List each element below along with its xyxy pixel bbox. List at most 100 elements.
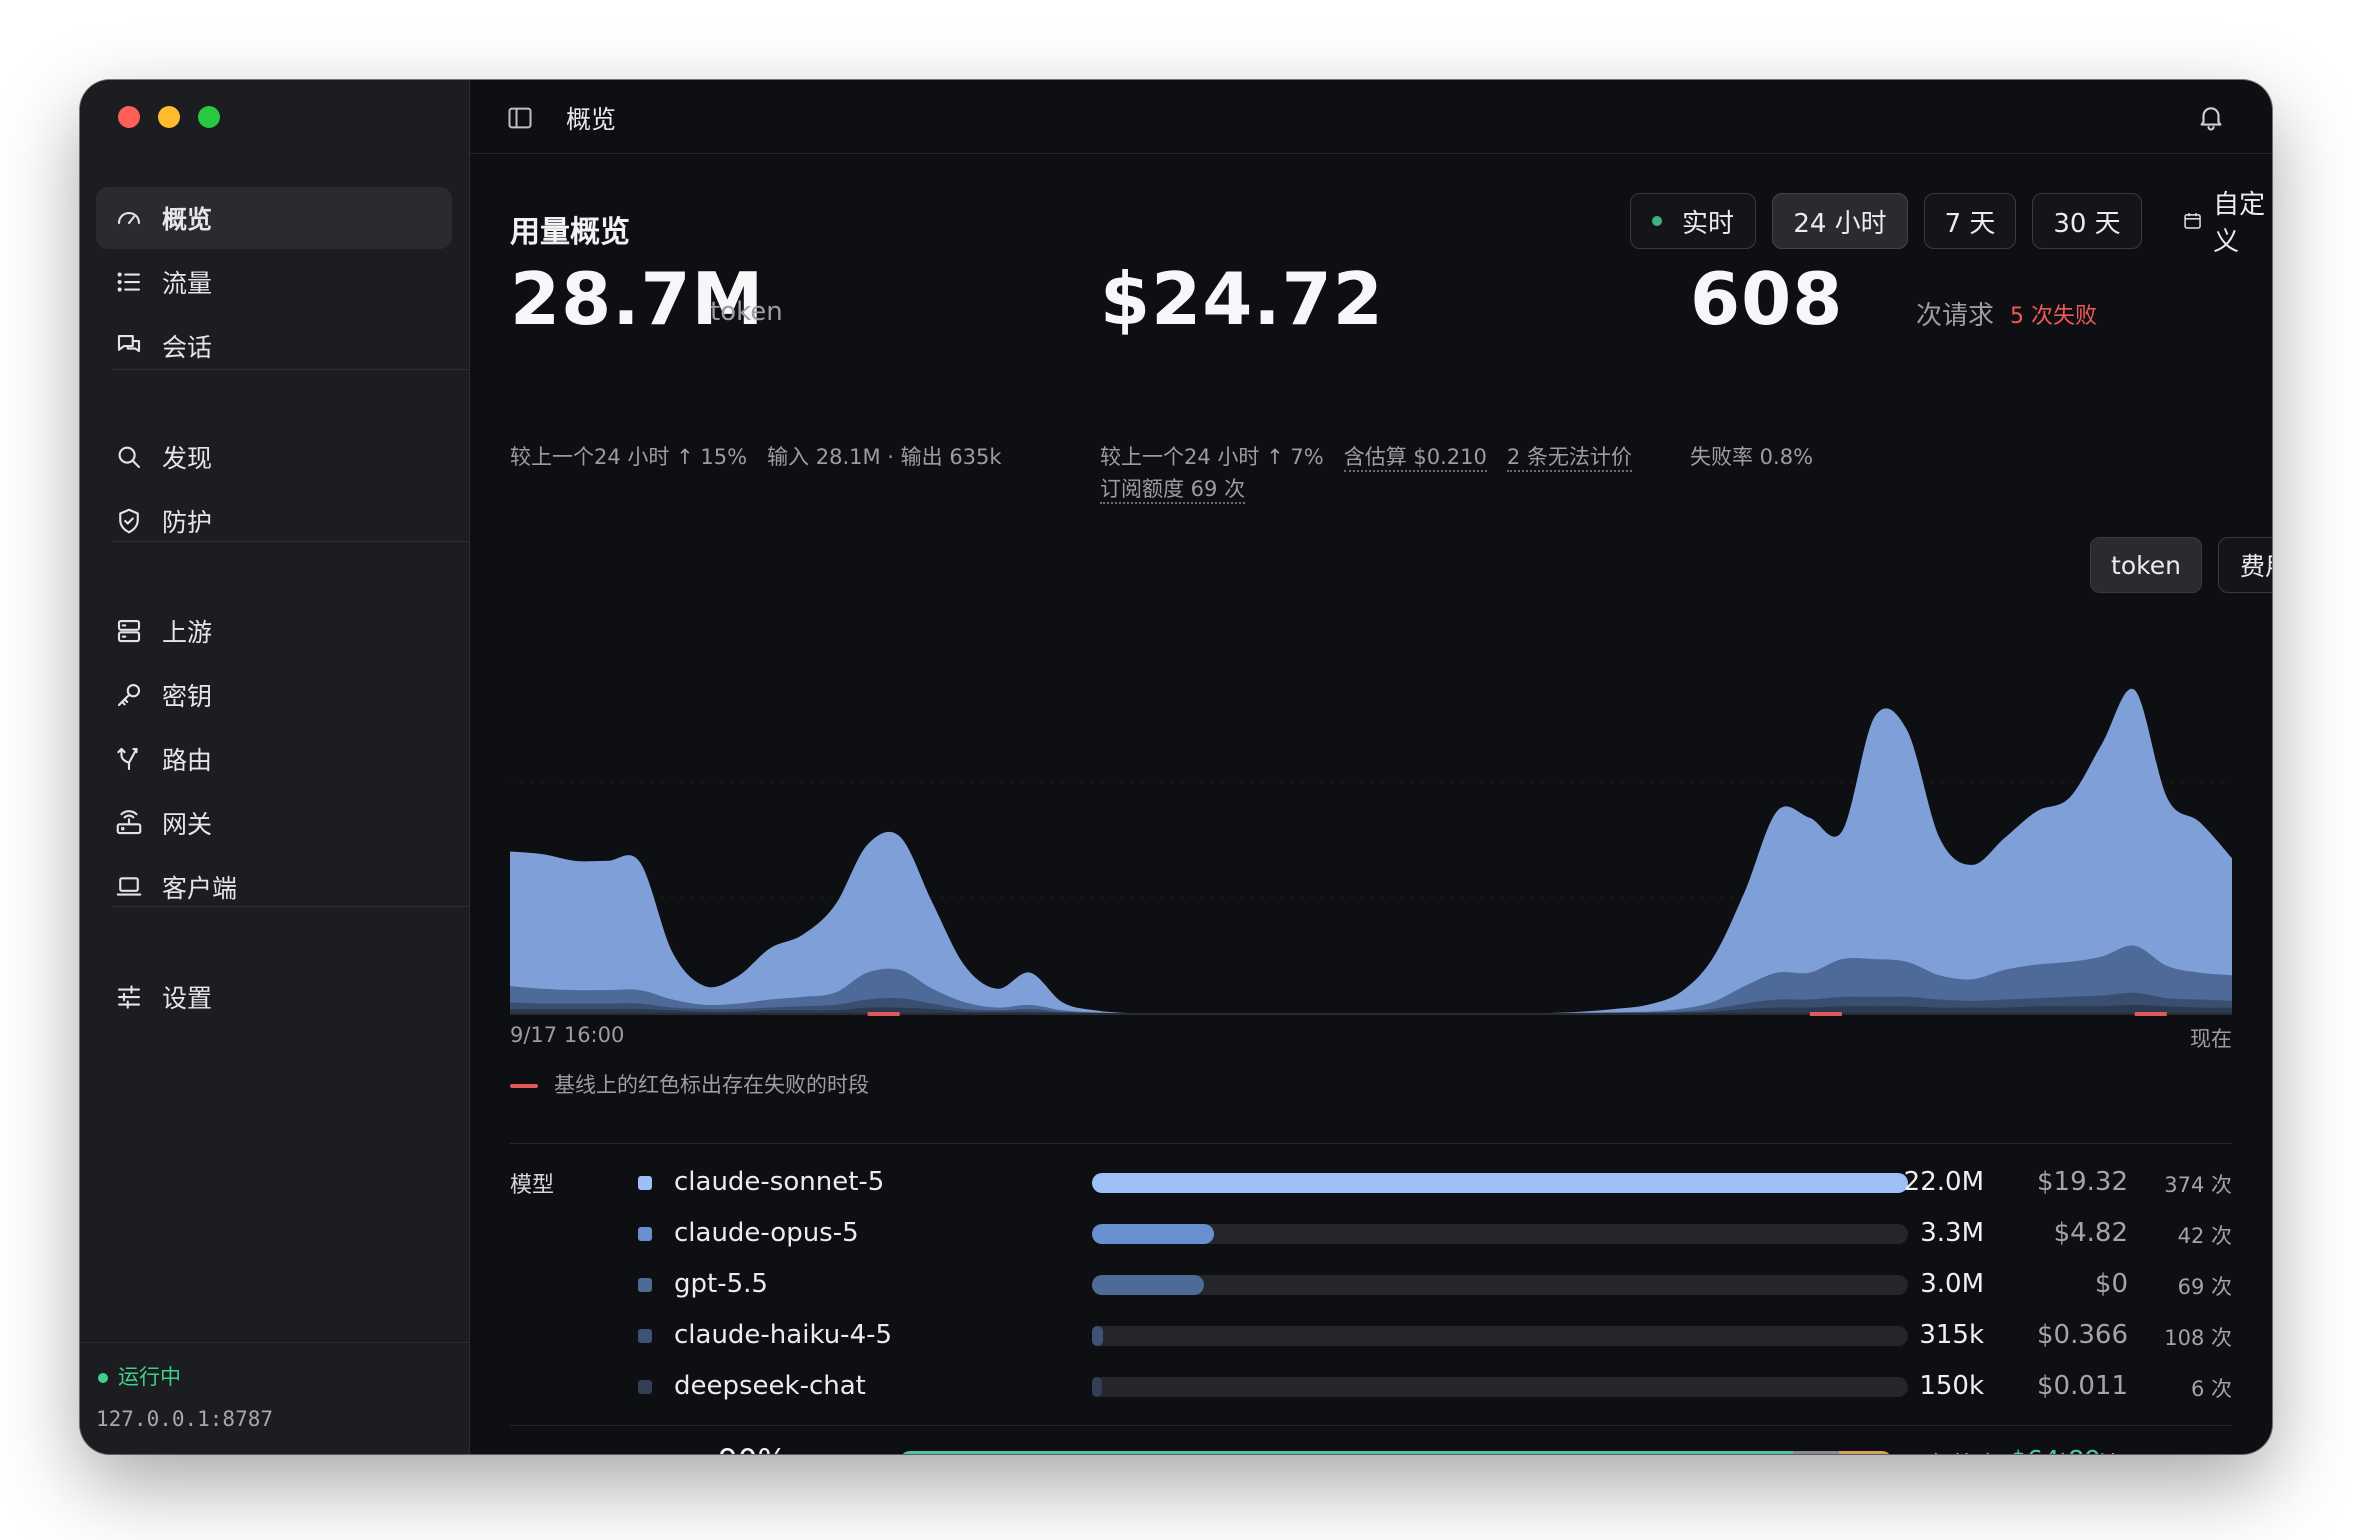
model-tokens: 150k — [1919, 1371, 1984, 1401]
failure-legend-swatch — [510, 1084, 538, 1088]
close-window-button[interactable] — [118, 106, 140, 128]
bell-icon[interactable] — [2196, 102, 2226, 132]
model-name: claude-haiku-4-5 — [674, 1320, 893, 1350]
key-icon — [114, 680, 144, 710]
chart-x-end-label: 现在 — [2190, 1027, 2232, 1051]
model-share-bar — [1092, 1377, 1102, 1397]
model-share-bar — [1092, 1326, 1104, 1346]
read-write-ratio: 读写比 17.0 : 1 — [2046, 1446, 2232, 1454]
model-name: gpt-5.5 — [674, 1269, 768, 1299]
model-row[interactable]: claude-sonnet-5 22.0M $19.32 374 次 — [470, 1165, 2272, 1205]
chart-x-start-label: 9/17 16:00 — [510, 1023, 625, 1047]
chart-area-series-3 — [510, 1004, 2232, 1013]
token-io-detail: 输入 28.1M · 输出 635k — [767, 445, 1002, 469]
chat-icon — [114, 331, 144, 361]
model-row[interactable]: claude-opus-5 3.3M $4.82 42 次 — [470, 1216, 2272, 1256]
model-share-track — [1092, 1326, 1908, 1346]
section-divider — [510, 1143, 2232, 1144]
live-dot-icon — [1651, 216, 1662, 226]
token-unit: token — [710, 297, 783, 327]
failure-legend-text: 基线上的红色标出存在失败的时段 — [554, 1073, 869, 1097]
sidebar-item-overview[interactable]: 概览 — [96, 187, 452, 249]
model-cost: $4.82 — [2053, 1218, 2128, 1248]
subscription-link[interactable]: 订阅额度 69 次 — [1100, 477, 1246, 504]
sidebar-item-protect[interactable]: 防护 — [96, 490, 452, 552]
chart-area-series-1 — [510, 945, 2232, 1013]
chart-failure-mark — [1809, 1012, 1842, 1016]
model-request-count: 108 次 — [2164, 1326, 2232, 1350]
cost-estimate-link[interactable]: 含估算 $0.210 — [1343, 445, 1487, 472]
model-row[interactable]: deepseek-chat 150k $0.011 6 次 — [470, 1369, 2272, 1409]
model-share-track — [1092, 1275, 1908, 1295]
range-custom-button[interactable]: 自定义 — [2182, 190, 2272, 257]
sidebar-item-label: 设置 — [162, 984, 213, 1013]
sidebar-item-label: 发现 — [162, 444, 213, 473]
sidebar-item-label: 防护 — [162, 508, 213, 537]
chart-toggle-token[interactable]: token — [2090, 537, 2202, 593]
cache-segment — [1792, 1451, 1840, 1454]
range-7d-button[interactable]: 7 天 — [1924, 193, 2016, 249]
range-label: 24 小时 — [1793, 208, 1887, 239]
app-window: 概览流量会话发现防护上游密钥路由 网关 客户端设置 运行中 127.0.0.1:87… — [80, 80, 2272, 1454]
model-name: claude-opus-5 — [674, 1218, 859, 1248]
main-content: 用量概览 实时 24 小时 7 天 30 天 自定义 28.7M token 较… — [470, 155, 2272, 1454]
chart-failure-mark — [2134, 1012, 2167, 1016]
model-cost: $19.32 — [2037, 1167, 2128, 1197]
model-share-track — [1092, 1224, 1908, 1244]
model-tokens: 22.0M — [1903, 1167, 1984, 1197]
minimize-window-button[interactable] — [158, 106, 180, 128]
model-request-count: 374 次 — [2164, 1173, 2232, 1197]
sidebar-item-gateway[interactable]: 网关 — [96, 792, 452, 854]
chart-toggle-cost[interactable]: 费用 — [2218, 537, 2272, 593]
sidebar-item-discover[interactable]: 发现 — [96, 426, 452, 488]
status-dot-icon — [98, 1373, 108, 1383]
cost-unpriced-link[interactable]: 2 条无法计价 — [1506, 445, 1632, 472]
range-30d-button[interactable]: 30 天 — [2032, 193, 2142, 249]
gauge-icon — [114, 203, 144, 233]
cache-segment — [1839, 1451, 1892, 1454]
sidebar-item-routing[interactable]: 路由 — [96, 728, 452, 790]
model-row[interactable]: gpt-5.5 3.0M $0 69 次 — [470, 1267, 2272, 1307]
shield-icon — [114, 506, 144, 536]
sidebar-item-label: 会话 — [162, 333, 213, 362]
sidebar-item-label: 流量 — [162, 269, 213, 298]
sidebar-item-keys[interactable]: 密钥 — [96, 664, 452, 726]
savings-label: 净节省 — [1923, 1446, 2001, 1454]
sidebar-item-label: 密钥 — [162, 682, 213, 711]
sidebar-toggle-icon[interactable] — [506, 104, 534, 132]
model-share-track — [1092, 1377, 1908, 1397]
usage-area-chart — [510, 688, 2232, 1016]
savings-value: $64.89 — [2010, 1446, 2101, 1454]
model-share-bar — [1092, 1275, 1204, 1295]
model-color-swatch — [638, 1227, 652, 1241]
page-title: 概览 — [566, 105, 617, 134]
sidebar-item-label: 概览 — [162, 205, 213, 234]
zoom-window-button[interactable] — [198, 106, 220, 128]
sidebar-item-settings[interactable]: 设置 — [96, 966, 452, 1028]
route-icon — [114, 744, 144, 774]
model-color-swatch — [638, 1329, 652, 1343]
sidebar-item-upstream[interactable]: 上游 — [96, 600, 452, 662]
failed-count[interactable]: 5 次失败 — [2010, 304, 2097, 329]
model-cost: $0.366 — [2037, 1320, 2128, 1350]
sidebar-item-traffic[interactable]: 流量 — [96, 251, 452, 313]
range-live-button[interactable]: 实时 — [1630, 193, 1756, 249]
sidebar-item-clients[interactable]: 客户端 — [96, 856, 452, 918]
sliders-icon — [114, 982, 144, 1012]
custom-label: 自定义 — [2213, 190, 2266, 257]
token-total: 28.7M — [510, 257, 765, 341]
cost-total: $24.72 — [1100, 257, 1384, 341]
server-status: 运行中 127.0.0.1:8787 — [80, 1342, 469, 1454]
top-bar: 概览 — [470, 80, 2272, 154]
range-24h-button[interactable]: 24 小时 — [1772, 193, 1908, 249]
cache-label: 缓存 — [510, 1451, 554, 1454]
cost-subscription: 订阅额度 69 次 — [1100, 473, 1246, 504]
sidebar-divider — [112, 541, 470, 542]
model-row[interactable]: claude-haiku-4-5 315k $0.366 108 次 — [470, 1318, 2272, 1358]
model-cost: $0.011 — [2037, 1371, 2128, 1401]
toggle-label: 费用 — [2239, 552, 2272, 581]
sidebar-item-sessions[interactable]: 会话 — [96, 315, 452, 377]
model-color-swatch — [638, 1380, 652, 1394]
cost-compare: 较上一个24 小时 ↑ 7% 含估算 $0.210 2 条无法计价 — [1100, 441, 1632, 472]
token-compare-text: 较上一个24 小时 ↑ 15% — [510, 445, 748, 469]
